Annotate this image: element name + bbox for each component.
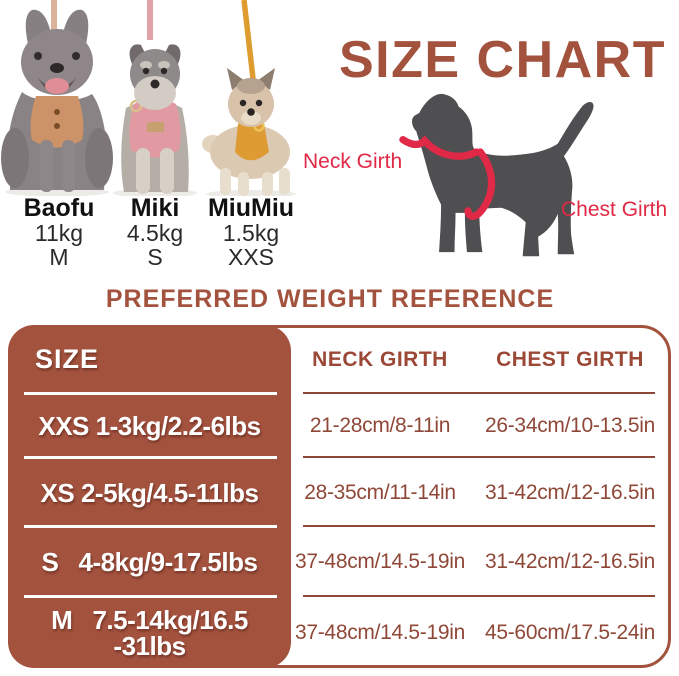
cell-chest-girth: 26-34cm/10-13.5in (484, 414, 655, 437)
table-row: XS 2-5kg/4.5-11lbs 28-35cm/11-14in 31-42… (8, 458, 671, 527)
row-separator (303, 392, 655, 394)
cell-neck-girth: 37-48cm/14.5-19in (294, 550, 465, 573)
cell-size: M 7.5-14kg/16.5 -31lbs (8, 607, 291, 659)
model-name: MiuMiu (207, 194, 295, 222)
header-size: SIZE (35, 344, 100, 374)
leash-bulldog (51, 0, 57, 42)
dog-silhouette (399, 93, 594, 257)
row-separator (24, 392, 277, 395)
neck-girth-label: Neck Girth (303, 150, 403, 173)
model-size: S (147, 244, 163, 270)
model-caption-miumiu: MiuMiu 1.5kg XXS (206, 194, 296, 270)
size-label: M 7.5-14kg/16.5 (51, 604, 248, 635)
row-separator (24, 595, 277, 598)
size-label: S 4-8kg/9-17.5lbs (41, 547, 258, 577)
table-row: S 4-8kg/9-17.5lbs 37-48cm/14.5-19in 31-4… (8, 527, 671, 597)
cell-neck-girth: 37-48cm/14.5-19in (294, 620, 465, 644)
table-row: M 7.5-14kg/16.5 -31lbs 37-48cm/14.5-19in… (8, 597, 671, 668)
cell-size: S 4-8kg/9-17.5lbs (8, 549, 291, 575)
model-dogs-photo (1, 0, 296, 196)
section-heading: PREFERRED WEIGHT REFERENCE (105, 285, 555, 313)
row-separator (24, 525, 277, 528)
bulldog-photo (1, 9, 113, 192)
cell-chest-girth: 31-42cm/12-16.5in (484, 550, 655, 573)
model-size: XXS (227, 244, 275, 270)
cell-chest-girth: 45-60cm/17.5-24in (484, 620, 655, 644)
chest-girth-label: Chest Girth (561, 198, 668, 221)
chest-girth-strap (464, 148, 496, 220)
yorkie-photo (202, 68, 290, 196)
row-separator (303, 595, 655, 597)
table-row: XXS 1-3kg/2.2-6lbs 21-28cm/8-11in 26-34c… (8, 394, 671, 458)
schnauzer-photo (121, 44, 189, 194)
model-size: M (49, 244, 69, 270)
model-caption-miki: Miki 4.5kg S (110, 194, 200, 270)
header-neck-girth: NECK GIRTH (312, 347, 448, 371)
model-name: Baofu (23, 194, 95, 222)
model-caption-baofu: Baofu 11kg M (14, 194, 104, 270)
cell-chest-girth: 31-42cm/12-16.5in (484, 480, 655, 504)
size-label: XS 2-5kg/4.5-11lbs (40, 477, 259, 508)
leash-schnauzer (147, 0, 153, 40)
model-weight: 4.5kg (126, 220, 184, 246)
cell-neck-girth: 28-35cm/11-14in (304, 480, 456, 504)
size-column-background (8, 325, 291, 668)
page-title: SIZE CHART (339, 31, 666, 89)
model-weight: 11kg (34, 220, 84, 246)
row-separator (24, 456, 277, 459)
model-weight: 1.5kg (222, 220, 280, 246)
cell-size: XS 2-5kg/4.5-11lbs (8, 480, 291, 506)
neck-girth-strap (399, 135, 480, 160)
table-header-row: SIZE NECK GIRTH CHEST GIRTH (8, 325, 671, 394)
cell-size: XXS 1-3kg/2.2-6lbs (8, 413, 291, 439)
row-separator (303, 456, 655, 458)
size-label: XXS 1-3kg/2.2-6lbs (38, 411, 261, 441)
row-separator (303, 525, 655, 527)
cell-neck-girth: 21-28cm/8-11in (309, 414, 451, 437)
size-table: SIZE NECK GIRTH CHEST GIRTH XXS 1-3kg/2.… (8, 325, 671, 668)
dog-silhouette-body (412, 93, 594, 257)
model-name: Miki (130, 194, 180, 222)
size-label-line2: -31lbs (113, 630, 186, 661)
header-chest-girth: CHEST GIRTH (496, 347, 644, 371)
